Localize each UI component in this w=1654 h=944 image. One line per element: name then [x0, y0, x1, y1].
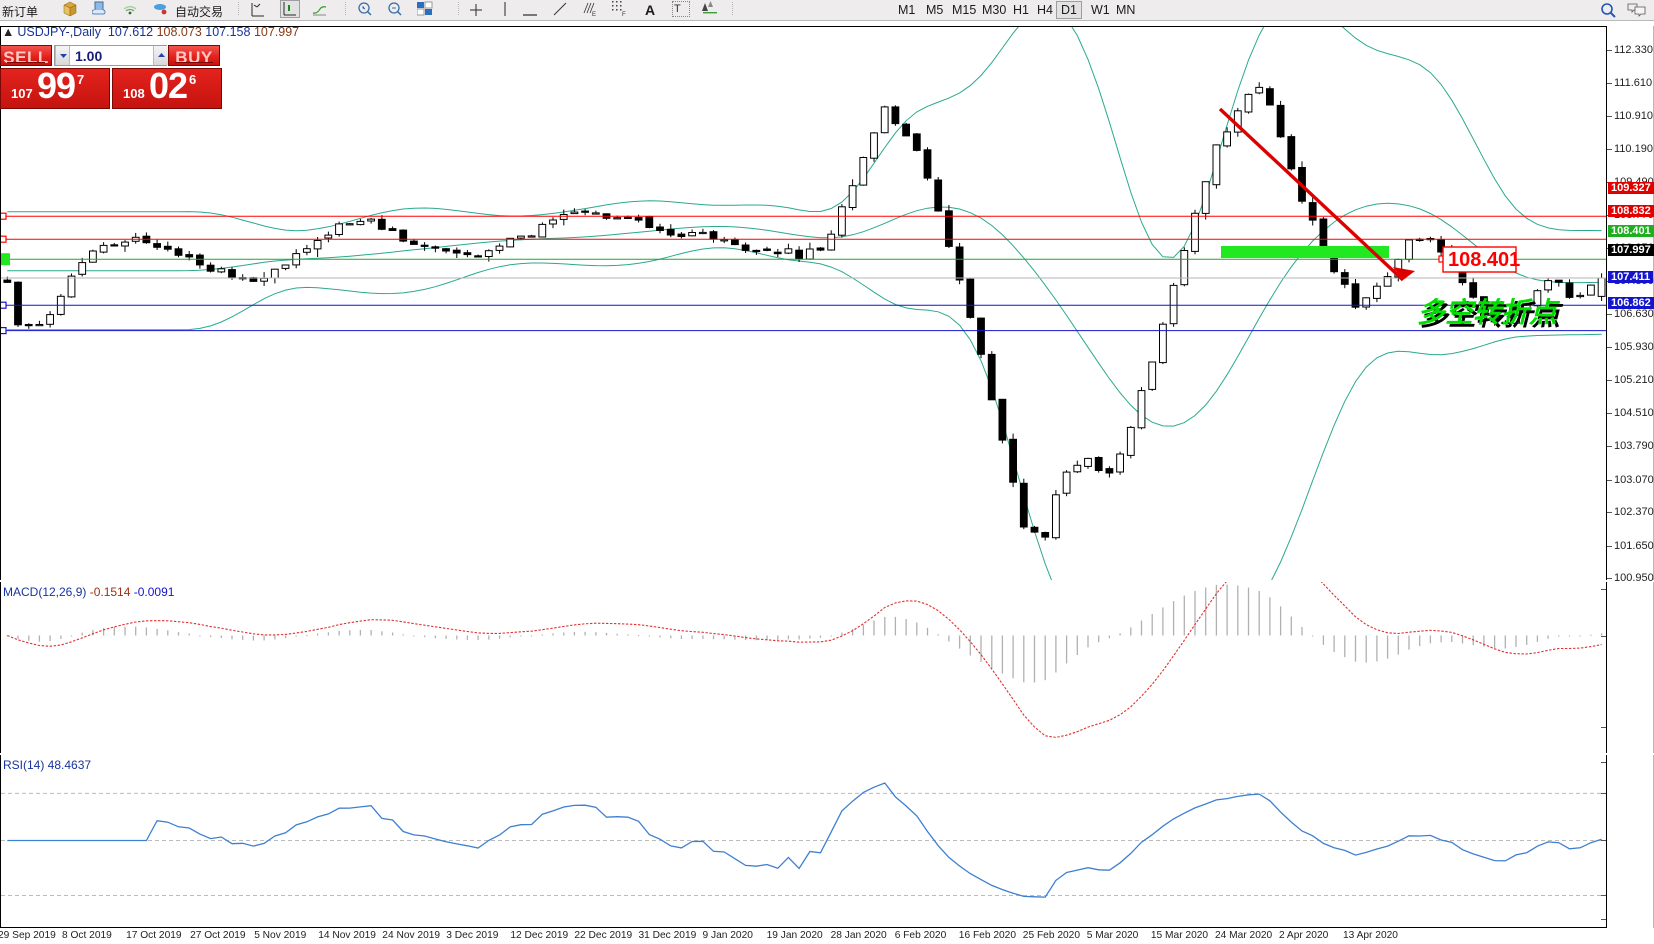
svg-text:F: F [622, 12, 626, 17]
svg-text:108.401: 108.401 [1448, 249, 1520, 271]
svg-text:T: T [674, 3, 681, 14]
svg-text:多空转折点: 多空转折点 [1417, 297, 1561, 328]
svg-text:E: E [592, 12, 596, 17]
